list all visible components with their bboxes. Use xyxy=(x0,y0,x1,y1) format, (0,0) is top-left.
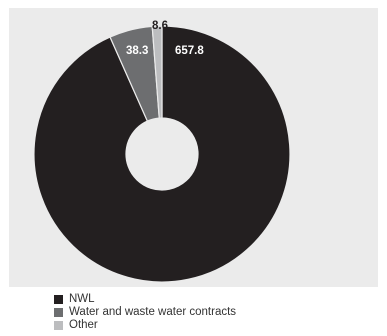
legend-item-other: Other xyxy=(54,319,236,332)
donut-chart: 657.8 38.3 8.6 xyxy=(33,20,291,283)
legend-swatch-water-contracts xyxy=(54,308,63,317)
legend-label-other: Other xyxy=(69,319,98,331)
data-label-water-contracts: 38.3 xyxy=(126,45,148,57)
slice-other xyxy=(151,25,163,119)
legend-swatch-other xyxy=(54,321,63,330)
legend-item-nwl: NWL xyxy=(54,293,236,306)
legend-swatch-nwl xyxy=(54,295,63,304)
chart-panel: 657.8 38.3 8.6 xyxy=(9,8,378,287)
slice-nwl xyxy=(33,25,291,283)
legend-label-water-contracts: Water and waste water contracts xyxy=(69,306,237,318)
data-label-nwl: 657.8 xyxy=(175,45,204,57)
chart-legend: NWL Water and waste water contracts Othe… xyxy=(54,293,236,332)
legend-label-nwl: NWL xyxy=(69,293,95,305)
legend-item-water-contracts: Water and waste water contracts xyxy=(54,306,236,319)
data-label-other: 8.6 xyxy=(152,20,168,32)
